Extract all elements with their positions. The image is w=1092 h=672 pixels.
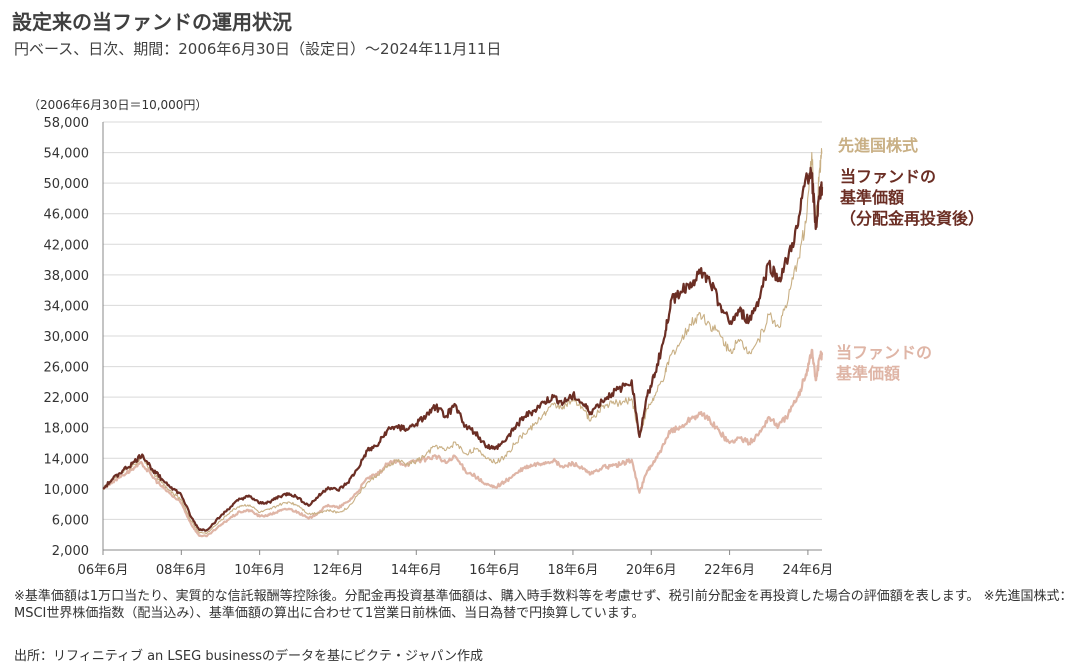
y-tick-label: 46,000 — [44, 208, 90, 223]
y-tick-label: 54,000 — [44, 147, 90, 162]
y-tick-label: 38,000 — [44, 269, 90, 284]
y-tick-label: 42,000 — [44, 238, 90, 253]
y-tick-label: 6,000 — [52, 513, 89, 528]
series-label-nav: 当ファンドの基準価額 — [835, 343, 932, 383]
footnote-source: 出所：リフィニティブ an LSEG businessのデータを基にピクテ・ジャ… — [14, 649, 484, 664]
y-tick-label: 34,000 — [44, 299, 90, 314]
y-tick-label: 14,000 — [44, 452, 90, 467]
y-tick-label: 26,000 — [44, 361, 90, 376]
series-lines — [102, 148, 824, 538]
series-line-nav — [102, 348, 824, 538]
y-tick-label: 10,000 — [44, 483, 90, 498]
axes: （2006年6月30日＝10,000円） 2,000 6,000 10,000 14,0… — [28, 98, 833, 578]
x-tick-label: 24年6月 — [782, 563, 833, 578]
x-tick-label: 12年6月 — [313, 563, 364, 578]
x-tick-label: 06年6月 — [78, 563, 129, 578]
line-chart: （2006年6月30日＝10,000円） 2,000 6,000 10,000 14,0… — [28, 98, 984, 578]
y-tick-label: 2,000 — [52, 544, 89, 559]
footnote-basis: ※基準価額は1万口当たり、実質的な信託報酬等控除後。分配金再投資基準価額は、購入… — [14, 589, 1073, 621]
series-line-reinvested — [102, 166, 824, 532]
x-tick-label: 18年6月 — [548, 563, 599, 578]
series-label-world: 先進国株式 — [838, 136, 918, 155]
x-tick-label: 14年6月 — [391, 563, 442, 578]
x-tick-label: 22年6月 — [704, 563, 755, 578]
x-tick-label: 10年6月 — [234, 563, 285, 578]
page-title: 設定来の当ファンドの運用状況 — [12, 10, 292, 34]
y-tick-label: 58,000 — [44, 116, 90, 131]
x-tick-label: 16年6月 — [469, 563, 520, 578]
page-subtitle: 円ベース、日次、期間：2006年6月30日（設定日）～2024年11月11日 — [14, 40, 502, 58]
y-tick-label: 30,000 — [44, 330, 90, 345]
series-line-world — [102, 148, 823, 535]
y-unit-note: （2006年6月30日＝10,000円） — [28, 98, 207, 112]
x-tick-label: 20年6月 — [626, 563, 677, 578]
series-label-reinvested: 当ファンドの基準価額（分配金再投資後） — [839, 167, 984, 228]
y-tick-label: 50,000 — [44, 177, 90, 192]
x-tick-label: 08年6月 — [156, 563, 207, 578]
y-tick-label: 22,000 — [44, 391, 90, 406]
y-tick-label: 18,000 — [44, 422, 90, 437]
gridlines — [103, 121, 822, 551]
